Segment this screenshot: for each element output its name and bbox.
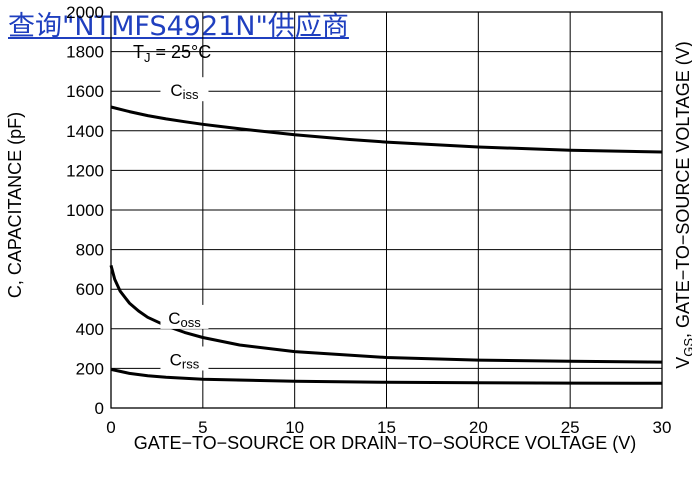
- x-tick-label: 0: [106, 418, 115, 437]
- series-label-ciss: Ciss: [170, 81, 199, 102]
- y-tick-labels: 0 200 400 600 800 1000 1200 1400 1600 1800 2000: [66, 3, 104, 418]
- series-line-ciss: [110, 105, 663, 154]
- y-tick-label: 1800: [66, 43, 104, 62]
- series-label-bg: [160, 304, 209, 329]
- series-label-coss: Coss: [168, 309, 201, 330]
- series-label-bg: [160, 77, 209, 102]
- series-line-coss: [109, 265, 663, 364]
- y-tick-label: 800: [76, 241, 104, 260]
- y-tick-label: 2000: [66, 3, 104, 22]
- x-tick-label: 5: [198, 418, 207, 437]
- x-tick-label: 10: [285, 418, 304, 437]
- condition-label: TJ = 25°C: [133, 42, 211, 65]
- y-tick-label: 1400: [66, 122, 104, 141]
- y-tick-label: 600: [76, 280, 104, 299]
- y-tick-label: 0: [95, 399, 104, 418]
- x-tick-labels: 0 5 10 15 20 25 30: [106, 418, 671, 437]
- y-tick-label: 400: [76, 320, 104, 339]
- plot-frame: [110, 11, 663, 409]
- x-tick-label: 30: [653, 418, 672, 437]
- x-tick-label: 15: [377, 418, 396, 437]
- series-line-crss: [110, 367, 663, 385]
- series-labels: Ciss Coss Crss: [160, 77, 209, 371]
- x-tick-label: 25: [561, 418, 580, 437]
- chart-series: [109, 105, 663, 385]
- y-tick-label: 200: [76, 359, 104, 378]
- y-tick-label: 1600: [66, 82, 104, 101]
- y2-axis-label: VGS, GATE−TO−SOURCE VOLTAGE (V): [673, 41, 692, 369]
- series-label-bg: [160, 346, 209, 371]
- series-label-crss: Crss: [170, 350, 200, 371]
- y-tick-label: 1200: [66, 161, 104, 180]
- supplier-query-link[interactable]: 查询"NTMFS4921N"供应商: [8, 11, 349, 42]
- y-axis-label: C, CAPACITANCE (pF): [5, 112, 25, 298]
- y-tick-label: 1000: [66, 201, 104, 220]
- x-axis-label: GATE−TO−SOURCE OR DRAIN−TO−SOURCE VOLTAG…: [134, 433, 636, 453]
- x-tick-label: 20: [469, 418, 488, 437]
